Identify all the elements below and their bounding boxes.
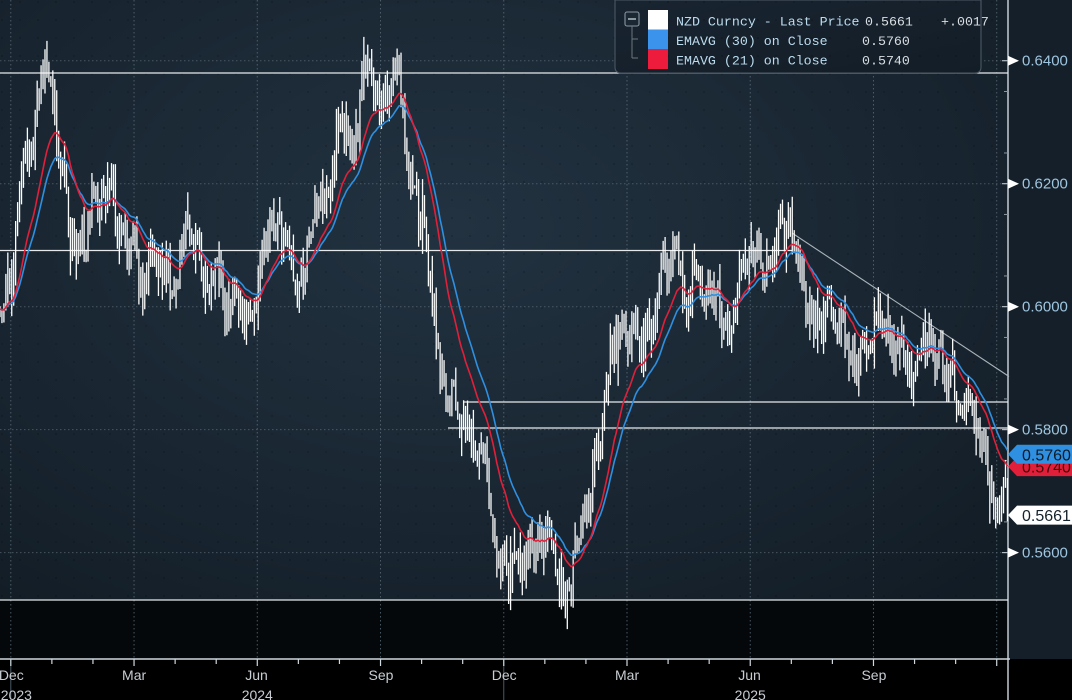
svg-text:2025: 2025 (735, 687, 766, 700)
svg-text:0.5740: 0.5740 (862, 54, 910, 69)
svg-text:0.6200: 0.6200 (1022, 176, 1068, 193)
svg-text:0.5661: 0.5661 (865, 15, 913, 30)
svg-text:0.5600: 0.5600 (1022, 545, 1068, 562)
svg-text:0.6400: 0.6400 (1022, 53, 1068, 70)
svg-text:0.5760: 0.5760 (862, 34, 910, 49)
svg-text:0.5661: 0.5661 (1022, 508, 1071, 525)
svg-text:+.0017: +.0017 (941, 15, 989, 30)
svg-text:EMAVG (21) on Close: EMAVG (21) on Close (676, 54, 828, 69)
svg-text:Jun: Jun (738, 667, 761, 683)
svg-text:Mar: Mar (615, 667, 639, 683)
svg-text:Dec: Dec (0, 667, 24, 683)
svg-text:Sep: Sep (861, 667, 886, 683)
svg-text:2024: 2024 (242, 687, 273, 700)
svg-text:Dec: Dec (492, 667, 517, 683)
svg-text:2023: 2023 (1, 687, 32, 700)
svg-text:0.5760: 0.5760 (1022, 447, 1071, 464)
svg-text:Mar: Mar (122, 667, 146, 683)
svg-text:0.5800: 0.5800 (1022, 422, 1068, 439)
svg-text:Jun: Jun (245, 667, 268, 683)
svg-text:0.6000: 0.6000 (1022, 299, 1068, 316)
svg-text:EMAVG (30) on Close: EMAVG (30) on Close (676, 34, 828, 49)
svg-text:Sep: Sep (369, 667, 394, 683)
svg-text:NZD Curncy - Last Price: NZD Curncy - Last Price (676, 15, 860, 30)
